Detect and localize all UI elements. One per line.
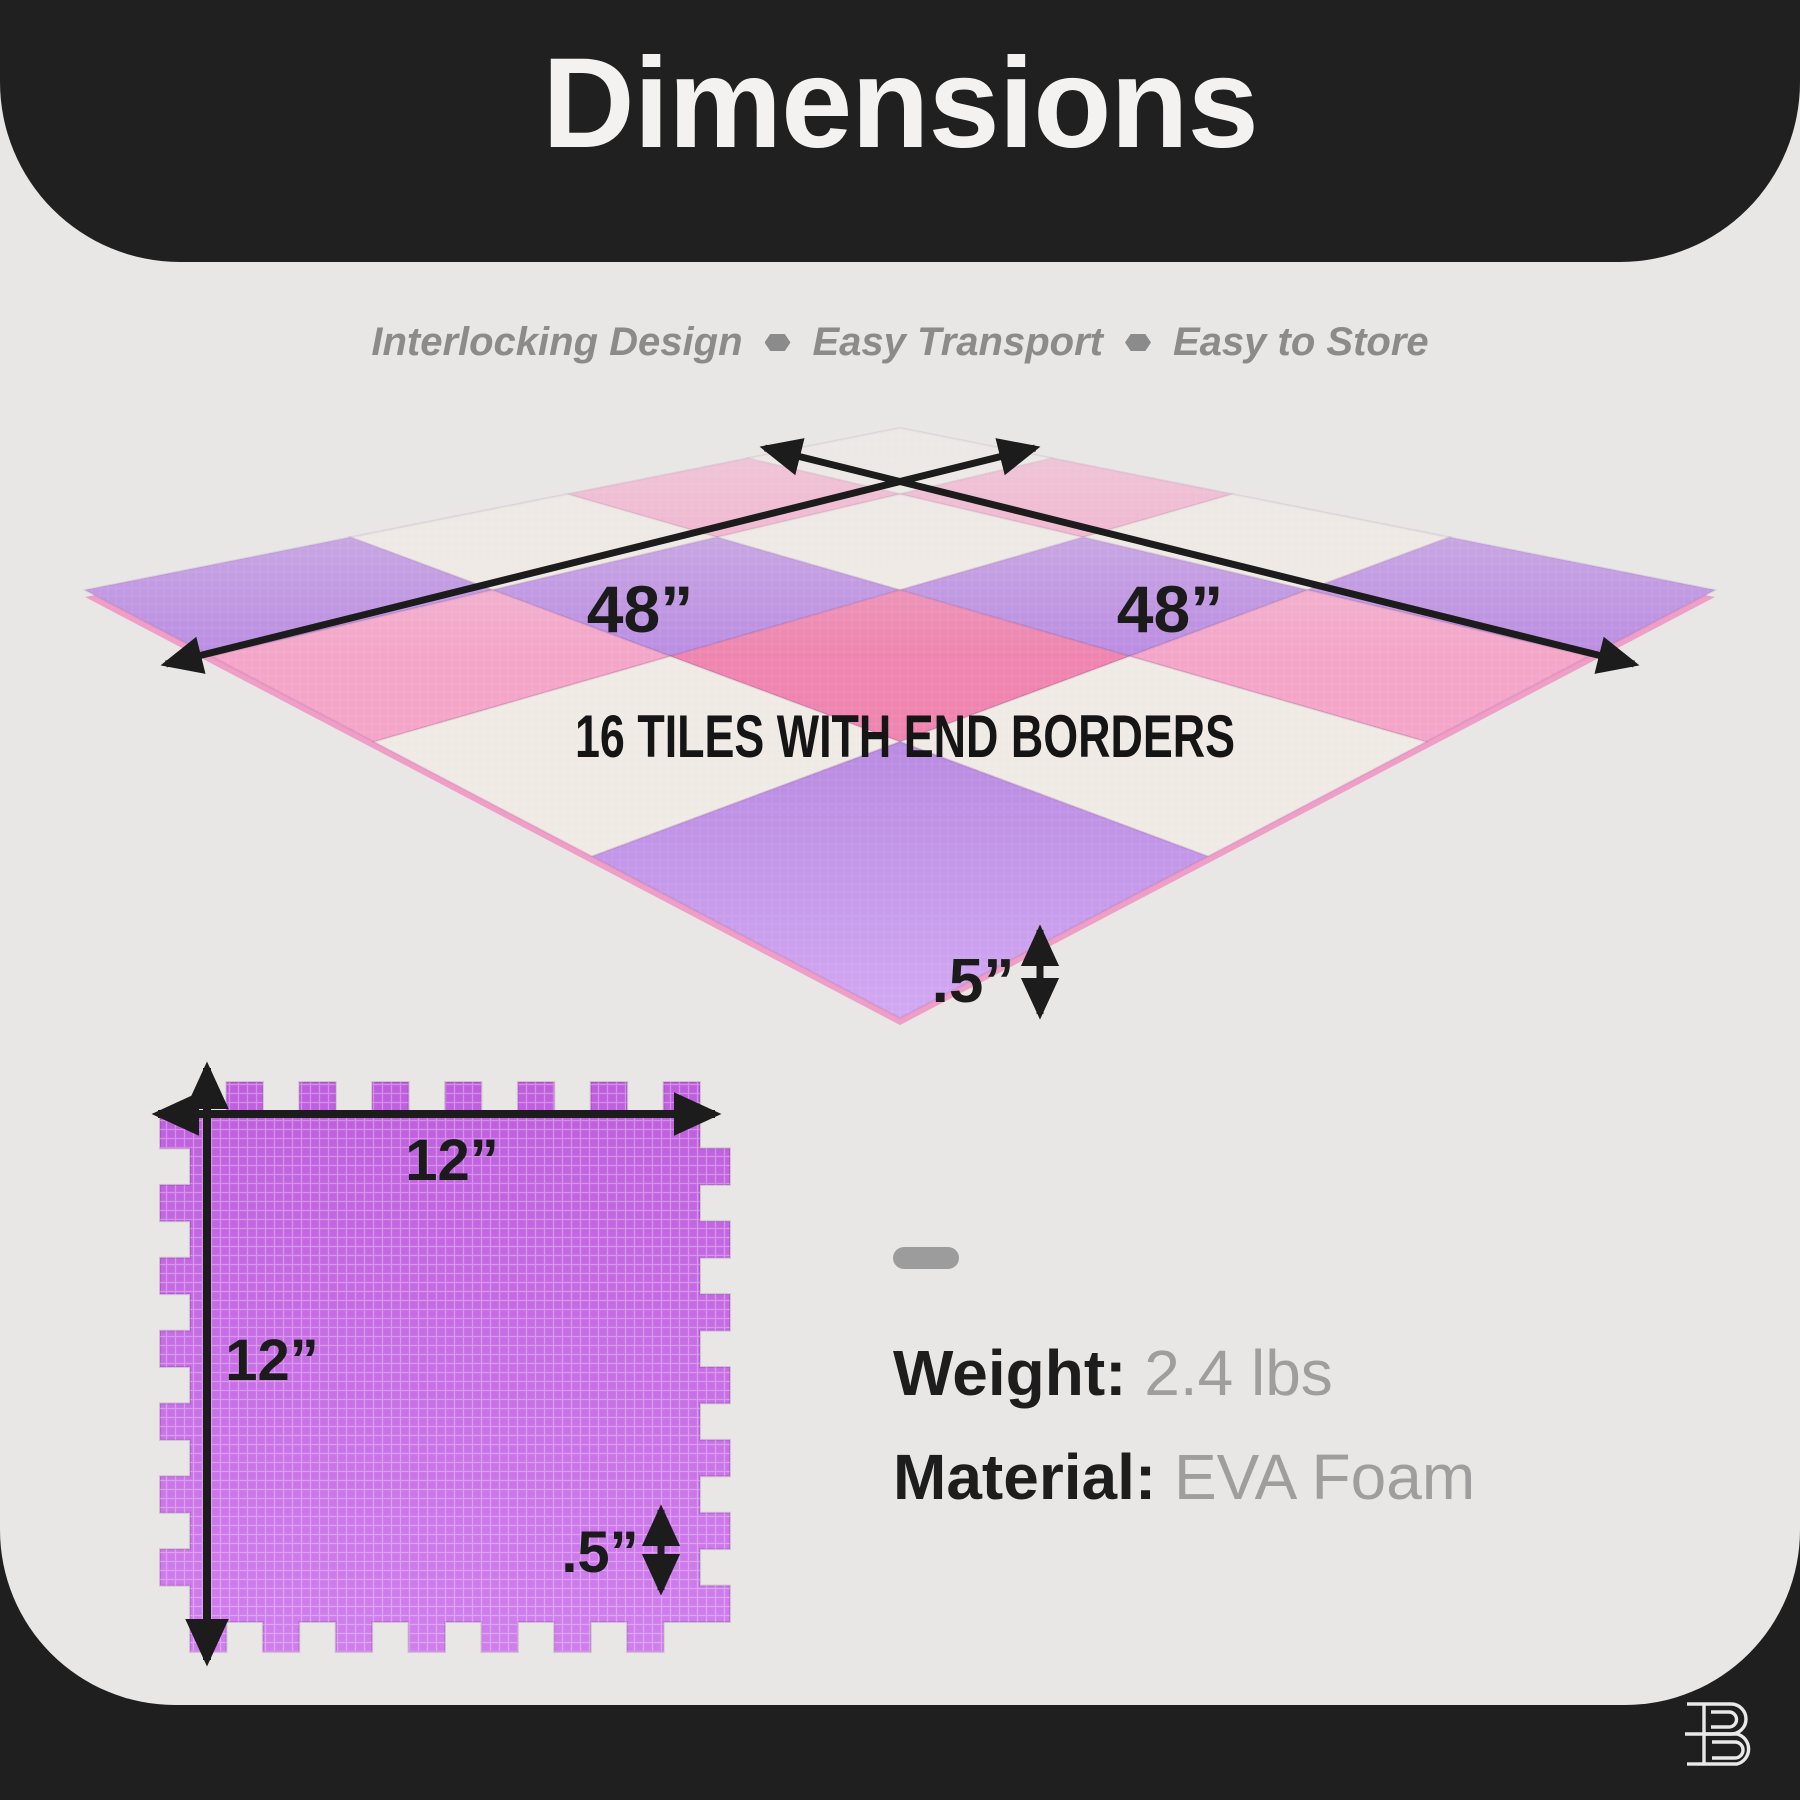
feature-transport: Easy Transport bbox=[812, 320, 1104, 364]
header-band: Dimensions bbox=[0, 0, 1800, 262]
divider-dash bbox=[893, 1247, 959, 1269]
feature-interlocking: Interlocking Design bbox=[371, 320, 743, 364]
feature-strip: Interlocking Design Easy Transport Easy … bbox=[0, 320, 1800, 365]
tile-height-label: 12” bbox=[225, 1328, 319, 1393]
feature-store: Easy to Store bbox=[1173, 320, 1429, 364]
weight-row: Weight: 2.4 lbs bbox=[893, 1321, 1475, 1425]
mat-thickness-label: .5” bbox=[932, 947, 1015, 1016]
weight-value: 2.4 lbs bbox=[1144, 1337, 1333, 1409]
material-value: EVA Foam bbox=[1173, 1441, 1476, 1513]
tile-thickness-label: .5” bbox=[561, 1520, 638, 1585]
page-title: Dimensions bbox=[542, 32, 1259, 175]
mat-width-arrow-right bbox=[759, 438, 1640, 674]
mat-width-right-label: 48” bbox=[1117, 572, 1223, 646]
hexagon-bullet-icon bbox=[764, 334, 791, 351]
material-label: Material: bbox=[893, 1441, 1157, 1513]
material-row: Material: EVA Foam bbox=[893, 1425, 1475, 1529]
spec-block: Weight: 2.4 lbs Material: EVA Foam bbox=[893, 1247, 1475, 1529]
mat-width-left-label: 48” bbox=[587, 572, 693, 646]
puzzle-tile-texture bbox=[160, 1082, 730, 1652]
tile-width-label: 12” bbox=[405, 1128, 499, 1193]
weight-label: Weight: bbox=[893, 1337, 1127, 1409]
mat-caption: 16 TILES WITH END BORDERS bbox=[575, 703, 1235, 770]
hexagon-bullet-icon bbox=[1125, 334, 1151, 351]
single-tile-illustration bbox=[159, 1081, 731, 1653]
brand-b-logo bbox=[1685, 1702, 1751, 1766]
